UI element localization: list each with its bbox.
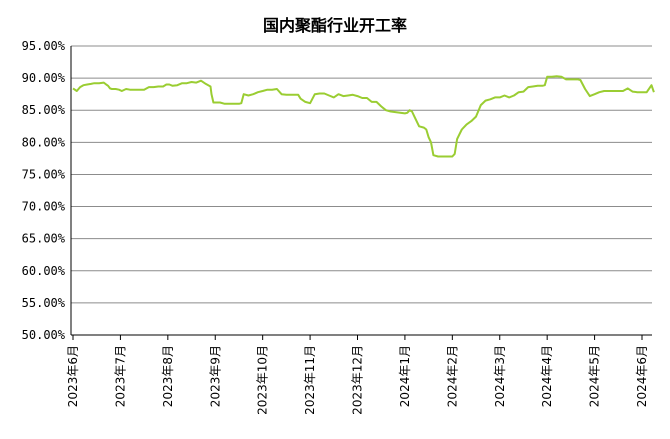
chart-axes xyxy=(70,46,652,340)
y-tick-label: 65.00% xyxy=(22,232,66,246)
series-line xyxy=(72,75,655,158)
x-tick-label: 2023年6月 xyxy=(66,345,80,407)
y-tick-label: 60.00% xyxy=(22,264,66,278)
y-tick-label: 75.00% xyxy=(22,167,66,181)
y-tick-label: 55.00% xyxy=(22,296,66,310)
x-tick-label: 2023年8月 xyxy=(161,345,175,407)
x-tick-label: 2023年11月 xyxy=(303,345,317,415)
x-tick-label: 2023年12月 xyxy=(351,345,365,415)
x-tick-label: 2024年4月 xyxy=(540,345,554,407)
y-tick-labels: 95.00% 90.00% 85.00% 80.00% 75.00% 70.00% 65.0… xyxy=(22,39,66,342)
y-tick-label: 70.00% xyxy=(22,200,66,214)
y-tick-label: 80.00% xyxy=(22,135,66,149)
x-tick-label: 2023年7月 xyxy=(113,345,127,407)
y-tick-label: 50.00% xyxy=(22,328,66,342)
y-tick-label: 95.00% xyxy=(22,39,66,53)
x-tick-labels: 2023年6月 2023年7月 2023年8月 2023年9月 2023年10月 2023… xyxy=(66,345,649,415)
x-tick-label: 2024年5月 xyxy=(588,345,602,407)
x-tick-label: 2024年6月 xyxy=(635,345,649,407)
y-tick-label: 90.00% xyxy=(22,71,66,85)
x-tick-label: 2024年2月 xyxy=(445,345,459,407)
chart-title: 国内聚酯行业开工率 xyxy=(262,16,407,35)
y-tick-label: 85.00% xyxy=(22,103,66,117)
x-tick-label: 2024年3月 xyxy=(493,345,507,407)
grid-lines xyxy=(71,45,652,304)
x-tick-label: 2023年10月 xyxy=(256,345,270,415)
series-layer xyxy=(72,75,655,158)
x-tick-label: 2024年1月 xyxy=(398,345,412,407)
x-tick-label: 2023年9月 xyxy=(208,345,222,407)
